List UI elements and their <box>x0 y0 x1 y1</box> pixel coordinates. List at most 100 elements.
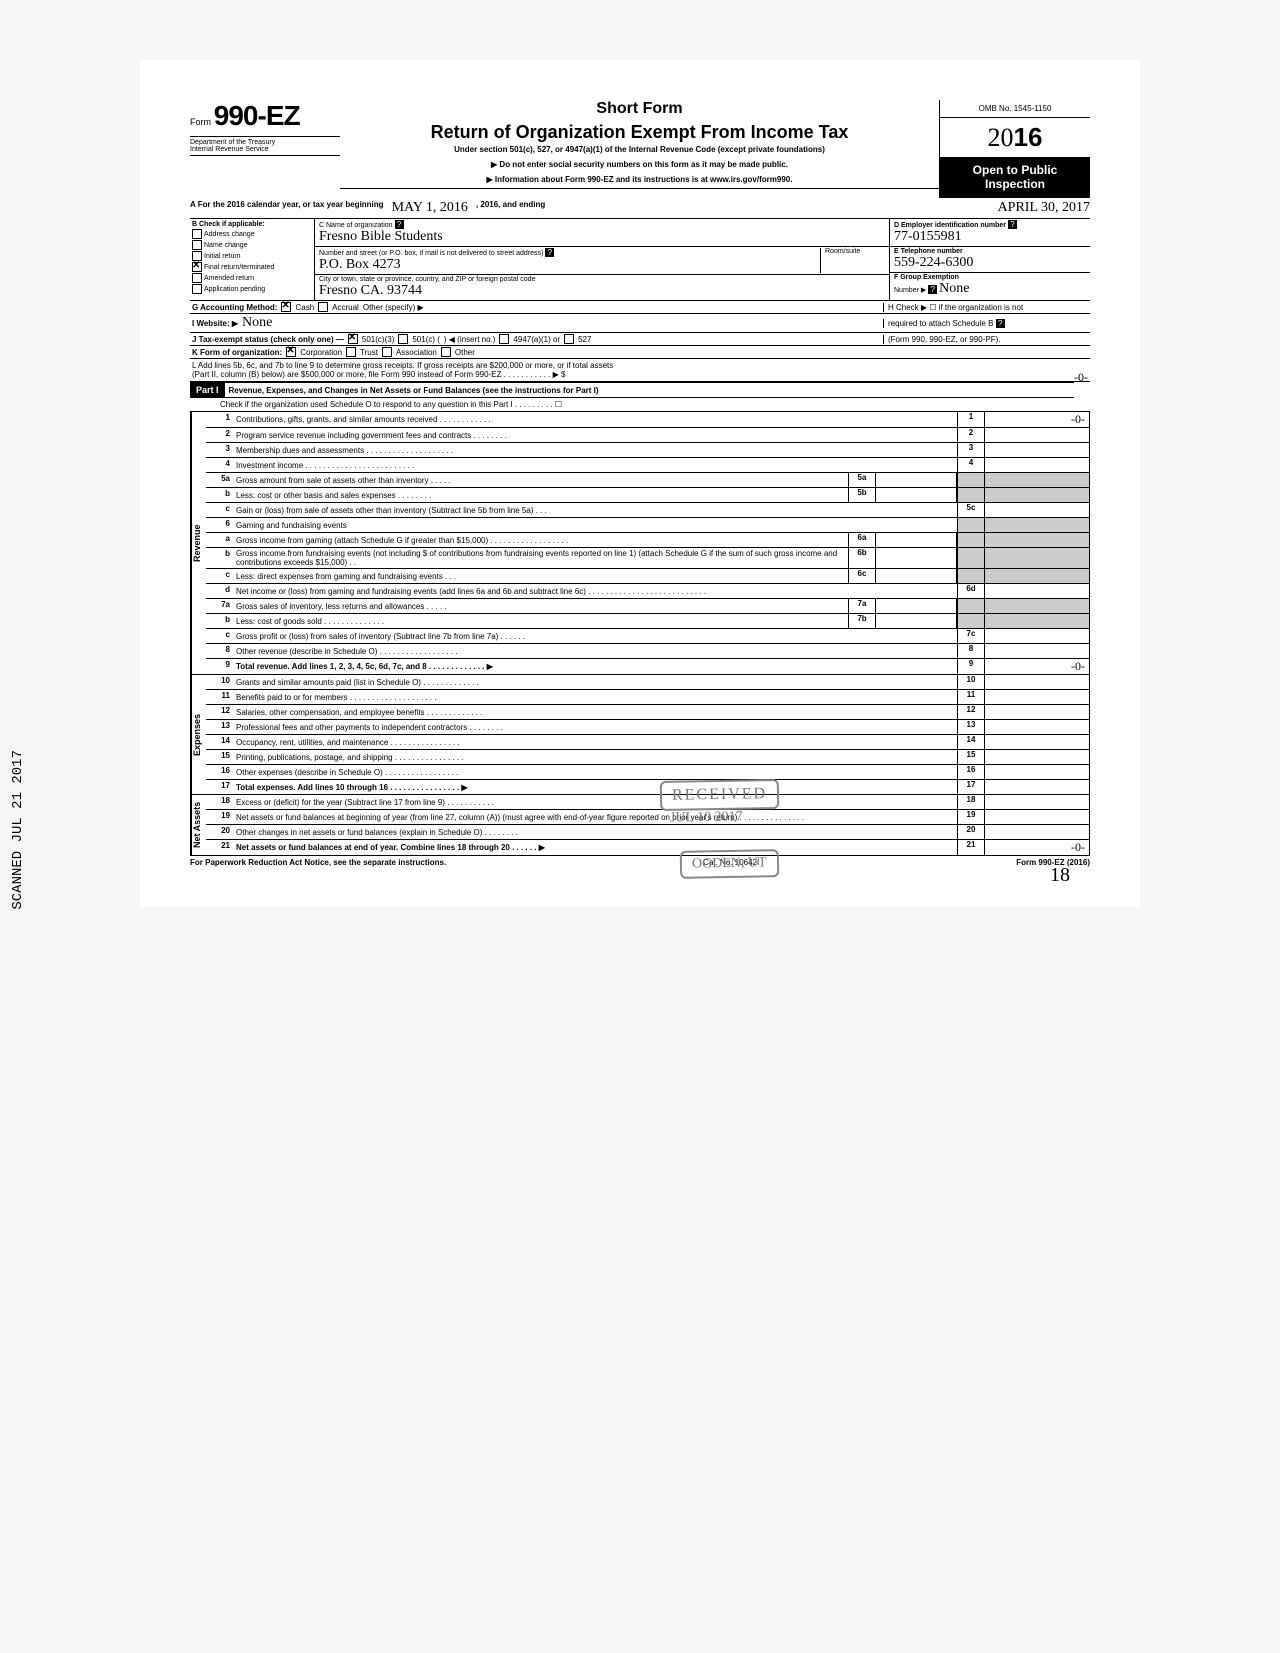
line-num: 16 <box>206 765 234 779</box>
warn2: ▶ Information about Form 990-EZ and its … <box>340 175 939 184</box>
right-val[interactable] <box>984 765 1089 779</box>
chk-address[interactable] <box>192 229 202 239</box>
chk-accrual[interactable] <box>318 302 328 312</box>
line-desc: Gain or (loss) from sale of assets other… <box>234 503 957 517</box>
right-num: 5c <box>957 503 984 517</box>
inner-val[interactable] <box>876 614 957 628</box>
line-num: 10 <box>206 675 234 689</box>
line-16: 16Other expenses (describe in Schedule O… <box>206 765 1089 780</box>
line-num: c <box>206 503 234 517</box>
line-14: 14Occupancy, rent, utilities, and mainte… <box>206 735 1089 750</box>
right-val[interactable] <box>984 720 1089 734</box>
cat-revenue: Revenue <box>191 412 206 674</box>
right-val[interactable] <box>984 675 1089 689</box>
right-val[interactable] <box>984 443 1089 457</box>
year-prefix: 20 <box>988 123 1014 152</box>
shade <box>957 473 984 487</box>
chk-corp[interactable] <box>286 347 296 357</box>
right-val[interactable]: -0- <box>984 659 1089 674</box>
chk-501c[interactable] <box>398 334 408 344</box>
line-desc: Other revenue (describe in Schedule O) .… <box>234 644 957 658</box>
b-pending: Application pending <box>204 286 265 293</box>
line-desc: Other expenses (describe in Schedule O) … <box>234 765 957 779</box>
chk-assoc[interactable] <box>382 347 392 357</box>
g-accrual: Accrual <box>332 303 359 312</box>
chk-4947[interactable] <box>499 334 509 344</box>
inner-val[interactable] <box>876 548 957 568</box>
chk-final[interactable] <box>192 262 202 272</box>
d-grp-lbl: F Group Exemption <box>894 274 959 281</box>
chk-name[interactable] <box>192 240 202 250</box>
line-21: 21Net assets or fund balances at end of … <box>206 840 1089 855</box>
right-val[interactable] <box>984 503 1089 517</box>
footer-left: For Paperwork Reduction Act Notice, see … <box>190 858 446 867</box>
k-corp: Corporation <box>300 348 342 357</box>
right-num: 3 <box>957 443 984 457</box>
right-val[interactable] <box>984 780 1089 794</box>
chk-trust[interactable] <box>346 347 356 357</box>
right-val[interactable] <box>984 644 1089 658</box>
right-val[interactable] <box>984 825 1089 839</box>
shade <box>957 518 984 532</box>
line-num: 6 <box>206 518 234 532</box>
chk-amended[interactable] <box>192 273 202 283</box>
right-val[interactable] <box>984 428 1089 442</box>
j-b: 501(c) ( <box>412 335 440 344</box>
line-num: 2 <box>206 428 234 442</box>
chk-cash[interactable] <box>281 302 291 312</box>
c-name: Fresno Bible Students <box>319 229 443 244</box>
right-val[interactable]: -0- <box>984 840 1089 855</box>
shade <box>984 473 1089 487</box>
b-name: Name change <box>204 242 248 249</box>
right-num: 7c <box>957 629 984 643</box>
right-box: OMB No. 1545-1150 2016 Open to Public In… <box>939 100 1090 198</box>
line-desc: Investment income . . . . . . . . . . . … <box>234 458 957 472</box>
part1-row: Part I Revenue, Expenses, and Changes in… <box>190 382 1074 398</box>
right-val[interactable] <box>984 705 1089 719</box>
inner-val[interactable] <box>876 569 957 583</box>
c-addr-lbl: Number and street (or P.O. box, if mail … <box>319 250 543 257</box>
line-11: 11Benefits paid to or for members . . . … <box>206 690 1089 705</box>
shade <box>984 488 1089 502</box>
line-num: b <box>206 548 234 568</box>
right-val[interactable] <box>984 795 1089 809</box>
cat-expenses: Expenses <box>191 675 206 794</box>
right-val[interactable] <box>984 458 1089 472</box>
cat-net: Net Assets <box>191 795 206 855</box>
line-3: 3Membership dues and assessments . . . .… <box>206 443 1089 458</box>
right-val[interactable] <box>984 735 1089 749</box>
line-10: 10Grants and similar amounts paid (list … <box>206 675 1089 690</box>
chk-501c3[interactable] <box>348 334 358 344</box>
c-addr: P.O. Box 4273 <box>319 257 401 272</box>
tax-year: 2016 <box>940 118 1090 157</box>
chk-other[interactable] <box>441 347 451 357</box>
line-desc: Other changes in net assets or fund bala… <box>234 825 957 839</box>
line-c: cGross profit or (loss) from sales of in… <box>206 629 1089 644</box>
right-val[interactable] <box>984 810 1089 824</box>
right-val[interactable]: -0- <box>984 412 1089 427</box>
line-1: 1Contributions, gifts, grants, and simil… <box>206 412 1089 428</box>
j-c: ) ◀ (insert no.) <box>444 335 496 344</box>
inner-val[interactable] <box>876 599 957 613</box>
b-addr: Address change <box>204 231 255 238</box>
inner-val[interactable] <box>876 533 957 547</box>
right-val[interactable] <box>984 750 1089 764</box>
g-lbl: G Accounting Method: <box>192 303 277 312</box>
inner-box: 7a <box>848 599 876 613</box>
help-icon: ? <box>928 285 937 294</box>
omb: OMB No. 1545-1150 <box>940 100 1090 118</box>
inner-val[interactable] <box>876 473 957 487</box>
shade <box>984 548 1089 568</box>
chk-pending[interactable] <box>192 284 202 294</box>
l-val: -0- <box>1074 370 1088 385</box>
right-val[interactable] <box>984 690 1089 704</box>
line-num: 9 <box>206 659 234 674</box>
line-desc: Net assets or fund balances at end of ye… <box>234 840 957 855</box>
stamp-ogden: OGDEN, UT <box>680 849 779 879</box>
lines-table: Revenue 1Contributions, gifts, grants, a… <box>190 412 1090 856</box>
chk-527[interactable] <box>564 334 574 344</box>
b-initial: Initial return <box>204 253 241 260</box>
right-val[interactable] <box>984 629 1089 643</box>
right-val[interactable] <box>984 584 1089 598</box>
inner-val[interactable] <box>876 488 957 502</box>
